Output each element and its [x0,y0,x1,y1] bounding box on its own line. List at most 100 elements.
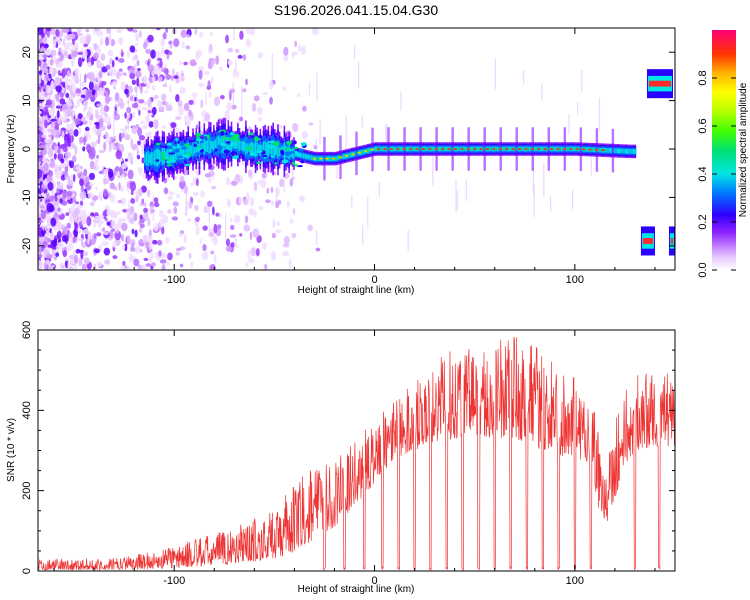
ridge-band-segment [362,149,364,155]
spectral-noise-blob [167,195,173,201]
spectral-noise-blob [67,179,74,187]
spectral-noise-blob [49,66,54,75]
ridge-band-segment [166,148,169,162]
spectral-noise-blob [136,77,140,87]
spectral-noise-blob [84,73,87,84]
ridge-band-segment [270,141,273,157]
spectral-noise-blob [83,137,86,146]
ridge-band-segment [307,154,310,160]
spectral-noise-blob [120,81,126,91]
spectral-noise-blob [44,73,50,82]
spectral-noise-blob [118,132,122,143]
spectral-noise-blob [88,119,92,126]
spectral-noise-blob [139,202,147,207]
spectral-noise-blob [158,106,165,112]
spectral-noise-blob [62,28,70,34]
spectral-noise-blob [114,103,120,108]
ridge-band-segment [233,139,236,149]
spectral-streak [208,211,210,232]
spectral-noise-blob [112,80,118,87]
spectral-noise-blob [82,230,87,234]
spectral-noise-blob [110,193,116,203]
spectral-noise-blob [204,173,212,178]
spectral-noise-blob [148,121,154,128]
spectral-noise-blob [42,67,49,74]
spectral-streak [113,111,115,147]
spectral-noise-blob [233,214,241,224]
spectral-noise-blob [38,34,42,40]
spectral-noise-blob [57,207,61,212]
spectral-noise-blob [78,257,83,267]
spectral-noise-blob [129,72,136,80]
ridge-band-segment [185,144,188,158]
spectral-streak [235,59,237,73]
spectral-noise-blob [50,28,54,34]
spectral-noise-blob [224,110,228,119]
ridge-peak [460,148,464,150]
spectral-noise-blob [60,81,66,86]
ridge-peak [492,148,496,150]
spectral-noise-blob [59,92,64,99]
spectral-noise-blob [161,225,165,235]
ridge-peak [588,148,592,151]
spectral-noise-blob [149,104,153,112]
spectral-noise-blob [117,199,123,204]
spectral-noise-blob [161,93,167,102]
spectral-noise-blob [148,76,153,82]
snr-xtick-label: -100 [163,575,185,587]
spectral-noise-blob [266,187,270,194]
spectral-streak [315,138,317,162]
ridge-noise [230,141,235,145]
spectral-noise-blob [61,235,68,243]
spectral-noise-blob [178,233,183,238]
ridge-noise [161,145,168,148]
spectral-noise-blob [190,261,194,269]
spectral-noise-blob [230,217,233,223]
spectral-noise-blob [77,57,83,68]
spectral-noise-blob [121,222,128,232]
ridge-noise [300,142,307,146]
spectral-noise-blob [119,103,125,110]
spectral-streak [124,162,126,180]
spectral-noise-blob [226,102,232,112]
ridge-band-segment [293,147,295,160]
spectral-noise-blob [79,36,84,44]
ridge-noise [229,131,235,136]
spectral-noise-blob [133,258,140,267]
ridge-band-segment [275,143,278,156]
spectral-noise-blob [44,214,52,221]
spectral-noise-blob [83,257,90,265]
spectral-streak [70,129,72,150]
ridge-band-segment [631,149,633,154]
spectral-noise-blob [118,158,124,162]
ridge-band-segment [189,145,191,156]
spectral-noise-blob [161,252,167,258]
spectral-noise-blob [106,116,112,126]
spectral-noise-blob [153,94,159,100]
spectral-noise-blob [194,204,199,212]
ridge-noise [220,142,226,147]
spectral-noise-blob [146,112,153,117]
spectral-noise-blob [61,69,66,79]
spectral-noise-blob [72,51,78,58]
spectral-streak [532,167,535,194]
spectral-noise-blob [121,244,126,250]
spectral-noise-blob [291,233,297,239]
spectral-noise-blob [49,237,55,241]
spectral-noise-blob [96,103,103,107]
ridge-band-segment [426,146,428,152]
ridge-band-segment [184,146,186,157]
spectral-noise-blob [108,143,112,153]
spectral-noise-blob [121,51,124,57]
spectral-noise-blob [150,262,156,268]
spectral-noise-blob [208,176,212,183]
spectral-noise-blob [80,237,84,247]
spectral-noise-blob [48,115,51,119]
ridge-noise [209,136,216,142]
spectral-noise-blob [112,240,117,248]
spectral-noise-blob [118,57,125,63]
spectral-noise-blob [88,134,92,141]
spectral-noise-blob [220,94,225,100]
spectral-streak [232,82,234,105]
